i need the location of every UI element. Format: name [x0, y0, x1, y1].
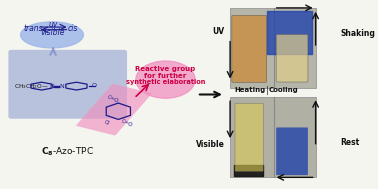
Text: Reactive group: Reactive group — [135, 66, 195, 72]
FancyBboxPatch shape — [230, 8, 316, 88]
Text: N: N — [49, 84, 54, 89]
Ellipse shape — [136, 61, 195, 98]
Text: Rest: Rest — [340, 138, 359, 147]
Text: Shaking: Shaking — [340, 29, 375, 38]
FancyBboxPatch shape — [276, 127, 308, 175]
Ellipse shape — [20, 22, 84, 48]
Text: $\mathbf{C_8}$-Azo-TPC: $\mathbf{C_8}$-Azo-TPC — [41, 146, 94, 159]
Text: visible: visible — [41, 28, 65, 37]
Text: synthetic elaboration: synthetic elaboration — [126, 79, 205, 85]
Text: C=O: C=O — [106, 94, 119, 104]
Text: UV: UV — [213, 27, 225, 36]
FancyBboxPatch shape — [230, 97, 316, 177]
Text: for further: for further — [144, 73, 187, 79]
Text: trans: trans — [24, 24, 43, 33]
FancyBboxPatch shape — [8, 50, 127, 119]
FancyBboxPatch shape — [235, 103, 263, 171]
FancyBboxPatch shape — [76, 84, 152, 135]
Text: |: | — [266, 86, 269, 95]
FancyBboxPatch shape — [276, 34, 308, 82]
Text: C=O: C=O — [121, 119, 133, 128]
Text: Visible: Visible — [196, 140, 225, 149]
Text: uv: uv — [48, 20, 58, 29]
FancyBboxPatch shape — [232, 15, 267, 82]
Text: CH$_3$CH$_2$O—: CH$_3$CH$_2$O— — [14, 82, 48, 91]
Text: Cooling: Cooling — [268, 87, 298, 93]
Text: O: O — [91, 83, 96, 88]
Text: Heating: Heating — [235, 87, 266, 93]
Text: N: N — [60, 84, 65, 89]
Text: cis: cis — [68, 24, 78, 33]
Text: Cl: Cl — [104, 119, 110, 126]
